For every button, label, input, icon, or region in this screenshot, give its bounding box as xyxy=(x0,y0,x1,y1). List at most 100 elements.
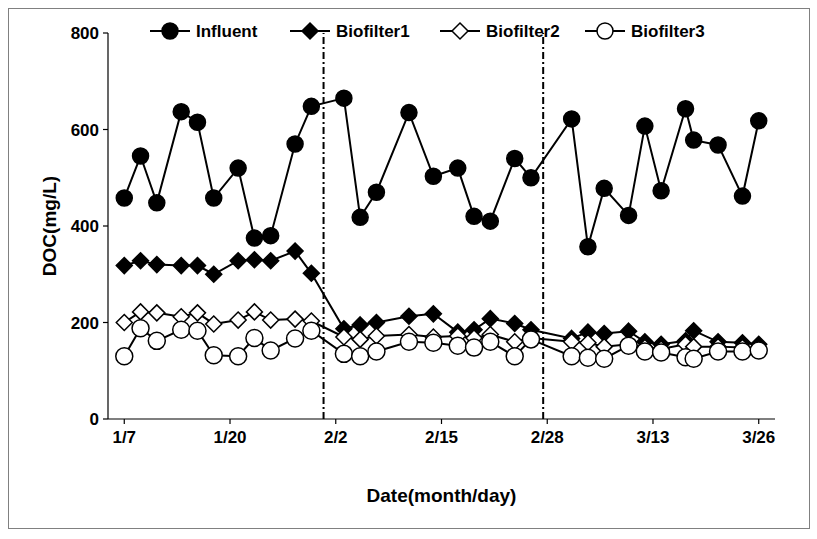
marker xyxy=(230,348,247,365)
chart: 02004006008001/71/202/22/152/283/133/26D… xyxy=(0,0,817,539)
marker xyxy=(425,168,441,184)
marker xyxy=(189,114,205,130)
y-tick xyxy=(103,129,108,130)
marker xyxy=(596,180,612,196)
marker xyxy=(466,208,482,224)
x-tick xyxy=(124,419,125,424)
legend-marker xyxy=(302,23,318,39)
marker xyxy=(653,344,670,361)
x-tick xyxy=(758,419,759,424)
marker xyxy=(116,258,132,274)
marker xyxy=(522,331,539,348)
marker xyxy=(230,253,246,269)
marker xyxy=(685,350,702,367)
x-tick xyxy=(652,419,653,424)
x-axis-label: Date(month/day) xyxy=(367,485,517,506)
marker xyxy=(678,101,694,117)
marker xyxy=(303,322,320,339)
legend-marker xyxy=(452,23,468,39)
marker xyxy=(173,258,189,274)
marker xyxy=(710,343,727,360)
marker xyxy=(149,195,165,211)
marker xyxy=(368,328,384,344)
marker xyxy=(507,150,523,166)
marker xyxy=(482,213,498,229)
x-tick-label: 2/15 xyxy=(425,428,458,447)
marker xyxy=(580,335,596,351)
marker xyxy=(303,98,319,114)
marker xyxy=(563,348,580,365)
marker xyxy=(466,339,483,356)
x-tick xyxy=(547,419,548,424)
marker xyxy=(636,343,653,360)
marker xyxy=(507,315,523,331)
legend-label: Biofilter2 xyxy=(486,22,560,41)
marker xyxy=(206,316,222,332)
y-tick-label: 0 xyxy=(90,410,99,429)
marker xyxy=(148,332,165,349)
marker xyxy=(246,252,262,268)
marker xyxy=(287,330,304,347)
marker xyxy=(580,239,596,255)
series xyxy=(116,320,767,367)
marker xyxy=(751,113,767,129)
marker xyxy=(230,312,246,328)
marker xyxy=(620,337,637,354)
y-axis-label: DOC(mg/L) xyxy=(39,176,60,276)
chart-border xyxy=(9,9,810,529)
marker xyxy=(450,160,466,176)
x-tick xyxy=(335,419,336,424)
legend-marker xyxy=(162,23,178,39)
y-tick-label: 200 xyxy=(71,314,99,333)
marker xyxy=(262,342,279,359)
marker xyxy=(246,230,262,246)
marker xyxy=(149,305,165,321)
marker xyxy=(246,304,262,320)
marker xyxy=(173,104,189,120)
x-tick xyxy=(229,419,230,424)
marker xyxy=(189,305,205,321)
legend-marker xyxy=(597,23,613,39)
marker xyxy=(133,253,149,269)
marker xyxy=(653,183,669,199)
marker xyxy=(287,136,303,152)
marker xyxy=(449,337,466,354)
y-tick-label: 800 xyxy=(71,24,99,43)
marker xyxy=(564,111,580,127)
legend-label: Biofilter3 xyxy=(631,22,705,41)
marker xyxy=(287,311,303,327)
marker xyxy=(734,343,751,360)
marker xyxy=(205,347,222,364)
x-tick-label: 1/7 xyxy=(112,428,136,447)
series-line xyxy=(124,98,758,247)
marker xyxy=(230,160,246,176)
x-tick-label: 3/26 xyxy=(742,428,775,447)
marker xyxy=(596,350,613,367)
marker xyxy=(710,137,726,153)
x-tick-label: 3/13 xyxy=(636,428,669,447)
marker xyxy=(132,320,149,337)
y-tick xyxy=(103,32,108,33)
marker xyxy=(482,311,498,327)
x-tick-label: 2/28 xyxy=(531,428,564,447)
y-tick-label: 600 xyxy=(71,121,99,140)
x-tick-label: 2/2 xyxy=(324,428,348,447)
marker xyxy=(173,321,190,338)
x-tick-label: 1/20 xyxy=(213,428,246,447)
marker xyxy=(303,265,319,281)
plot-area xyxy=(116,33,767,419)
series-line xyxy=(124,251,758,344)
marker xyxy=(116,315,132,331)
marker xyxy=(206,190,222,206)
marker xyxy=(523,170,539,186)
marker xyxy=(368,343,385,360)
marker xyxy=(686,323,702,339)
marker xyxy=(750,342,767,359)
vertical-line xyxy=(323,33,325,419)
marker xyxy=(206,266,222,282)
marker xyxy=(133,148,149,164)
marker xyxy=(734,188,750,204)
marker xyxy=(116,348,133,365)
marker xyxy=(246,329,263,346)
y-tick xyxy=(103,225,108,226)
